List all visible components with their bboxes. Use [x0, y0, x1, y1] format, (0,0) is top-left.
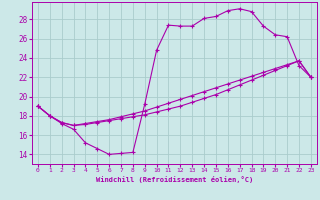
X-axis label: Windchill (Refroidissement éolien,°C): Windchill (Refroidissement éolien,°C)	[96, 176, 253, 183]
